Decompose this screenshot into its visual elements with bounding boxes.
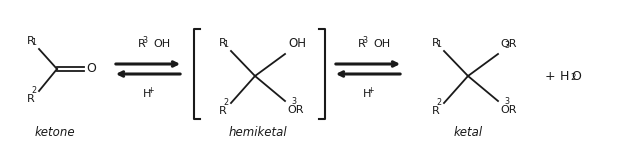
Text: OR: OR: [287, 105, 303, 115]
Text: 3: 3: [504, 97, 509, 106]
Text: hemiketal: hemiketal: [228, 125, 287, 138]
Text: 3: 3: [362, 36, 367, 45]
Text: 1: 1: [436, 40, 441, 49]
Text: +: +: [545, 70, 555, 82]
Text: R: R: [432, 38, 440, 48]
Text: O: O: [571, 70, 581, 82]
Text: 2: 2: [570, 73, 575, 82]
Text: OR: OR: [500, 105, 517, 115]
Text: 1: 1: [223, 40, 228, 49]
Text: R: R: [219, 38, 227, 48]
Text: H: H: [143, 89, 152, 99]
Text: 3: 3: [291, 97, 296, 106]
Text: H: H: [559, 70, 568, 82]
Text: OH: OH: [373, 39, 390, 49]
Text: 2: 2: [436, 98, 441, 107]
Text: R: R: [219, 106, 227, 116]
Text: OH: OH: [288, 37, 306, 50]
Text: 3: 3: [504, 41, 509, 50]
Text: +: +: [367, 86, 374, 95]
Text: R: R: [138, 39, 146, 49]
Text: ketal: ketal: [454, 125, 482, 138]
Text: 3: 3: [142, 36, 147, 45]
Text: 1: 1: [31, 38, 36, 47]
Text: H: H: [363, 89, 371, 99]
Text: R: R: [358, 39, 366, 49]
Text: 2: 2: [223, 98, 228, 107]
Text: R: R: [27, 36, 35, 46]
Text: OR: OR: [500, 39, 517, 49]
Text: R: R: [432, 106, 440, 116]
Text: +: +: [147, 86, 154, 95]
Text: R: R: [27, 94, 35, 104]
Text: ketone: ketone: [35, 125, 76, 138]
Text: OH: OH: [153, 39, 170, 49]
Text: 2: 2: [31, 86, 36, 95]
Text: O: O: [86, 62, 96, 75]
